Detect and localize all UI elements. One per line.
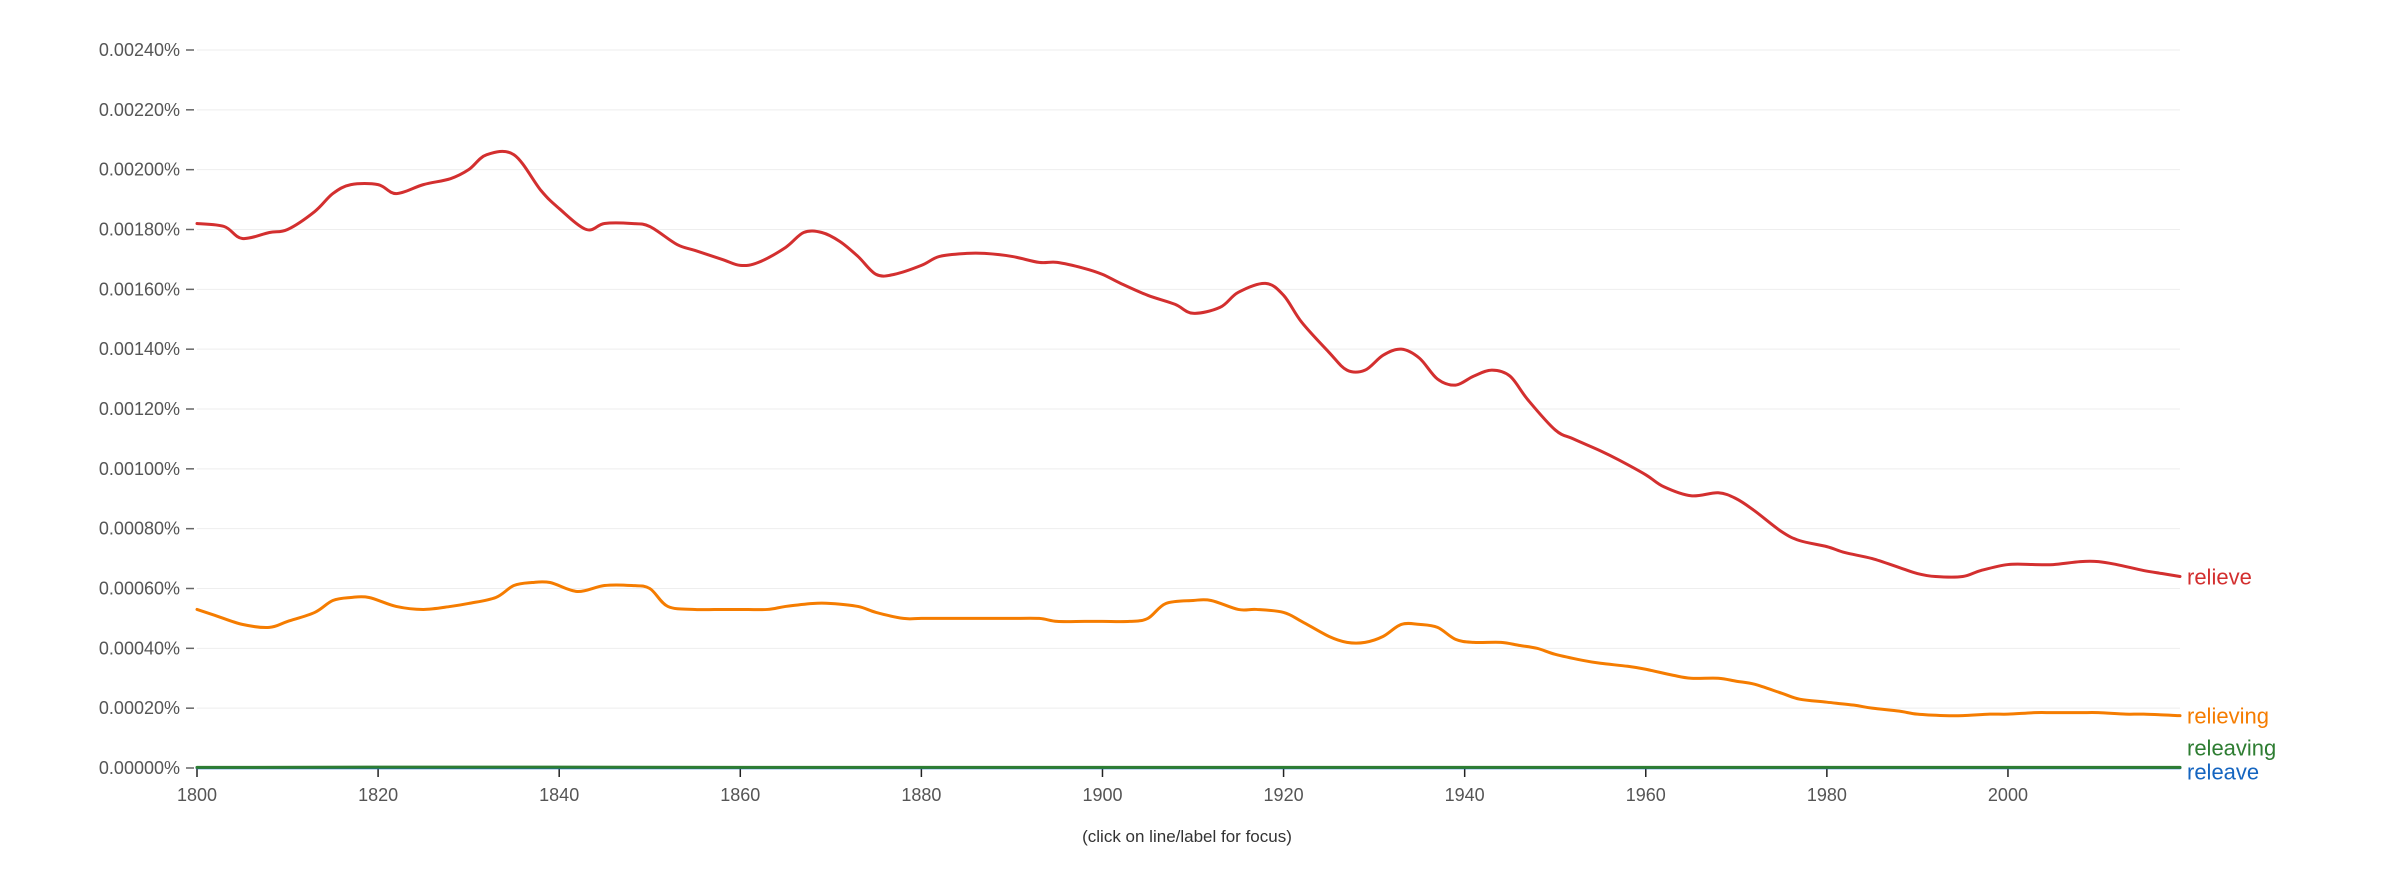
series-line-relieve[interactable] <box>195 149 2182 579</box>
y-tick-label: 0.00000% <box>99 758 180 778</box>
x-axis: 1800 1820 1840 1860 1880 1900 1920 1940 1960 1980… <box>177 767 2180 805</box>
x-tick-label: 1820 <box>358 785 398 805</box>
x-tick-label: 1940 <box>1445 785 1485 805</box>
x-tick-label: 1920 <box>1264 785 1304 805</box>
series-line-relieving[interactable] <box>195 580 2182 718</box>
series-label-relieving[interactable]: relieving <box>2187 704 2269 729</box>
series-label-releave[interactable]: releave <box>2187 760 2259 785</box>
x-tick-label: 1980 <box>1807 785 1847 805</box>
series-lines[interactable] <box>195 149 2182 770</box>
x-tick-label: 1880 <box>901 785 941 805</box>
y-tick-label: 0.00040% <box>99 638 180 658</box>
x-tick-label: 1840 <box>539 785 579 805</box>
y-tick-label: 0.00220% <box>99 100 180 120</box>
series-label-relieve[interactable]: relieve <box>2187 565 2252 590</box>
y-tick-label: 0.00160% <box>99 279 180 299</box>
y-tick-label: 0.00120% <box>99 399 180 419</box>
y-tick-label: 0.00080% <box>99 519 180 539</box>
series-label-releaving[interactable]: releaving <box>2187 735 2276 760</box>
y-tick-label: 0.00180% <box>99 220 180 240</box>
x-tick-label: 1800 <box>177 785 217 805</box>
y-tick-label: 0.00020% <box>99 698 180 718</box>
x-tick-label: 2000 <box>1988 785 2028 805</box>
y-tick-label: 0.00100% <box>99 459 180 479</box>
focus-hint: (click on line/label for focus) <box>1082 827 1292 846</box>
y-tick-label: 0.00060% <box>99 579 180 599</box>
x-tick-label: 1860 <box>720 785 760 805</box>
x-tick-label: 1900 <box>1082 785 1122 805</box>
grid-lines <box>197 49 2180 769</box>
y-axis: 0.00000% 0.00020% 0.00040% 0.00060% 0.00080%… <box>99 40 194 778</box>
x-tick-label: 1960 <box>1626 785 1666 805</box>
y-tick-label: 0.00240% <box>99 40 180 60</box>
y-tick-label: 0.00200% <box>99 160 180 180</box>
y-tick-label: 0.00140% <box>99 339 180 359</box>
